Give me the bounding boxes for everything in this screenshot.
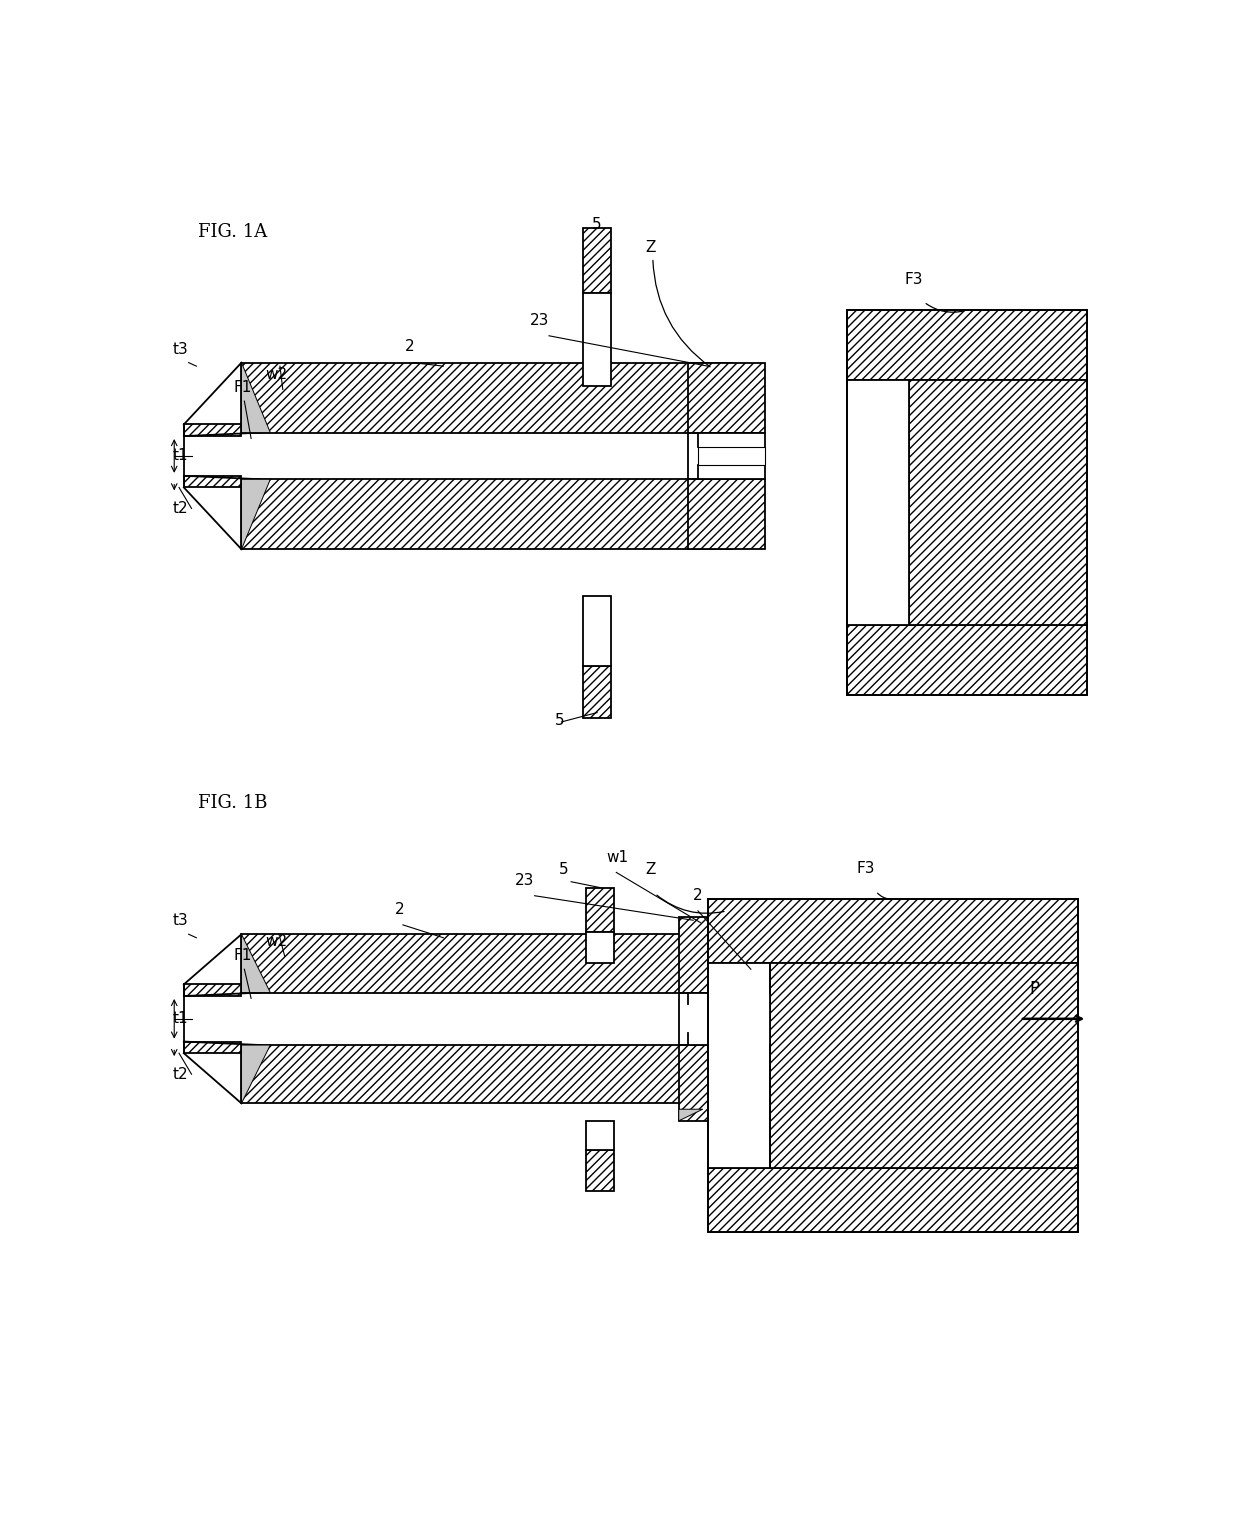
Polygon shape (242, 1045, 270, 1103)
Bar (184, 1041, 242, 1053)
Bar (242, 1045, 708, 1103)
Text: t2: t2 (172, 1067, 188, 1082)
Polygon shape (678, 1109, 703, 1121)
Text: w1: w1 (606, 850, 629, 865)
FancyArrowPatch shape (878, 894, 890, 898)
Text: Z: Z (645, 862, 656, 877)
Text: w2: w2 (265, 935, 288, 950)
Bar (585, 888, 614, 932)
Polygon shape (242, 479, 270, 550)
Bar (688, 433, 765, 479)
Text: 2: 2 (693, 888, 703, 903)
Text: F1: F1 (234, 380, 252, 395)
Text: t1: t1 (172, 1012, 188, 1026)
Bar (585, 1150, 614, 1191)
Bar (184, 476, 242, 488)
Bar (242, 479, 732, 550)
Bar (847, 380, 909, 626)
Bar (708, 1168, 1078, 1232)
Text: 5: 5 (554, 712, 564, 727)
Text: t1: t1 (172, 448, 188, 464)
Bar (242, 935, 708, 992)
Text: t2: t2 (172, 501, 188, 517)
Text: w2: w2 (265, 368, 288, 382)
Text: t3: t3 (172, 342, 188, 356)
FancyArrowPatch shape (657, 895, 724, 914)
Bar (688, 479, 765, 550)
Polygon shape (242, 362, 270, 433)
Bar (184, 424, 242, 436)
Bar (242, 362, 732, 433)
Bar (583, 595, 611, 667)
Text: 23: 23 (516, 873, 534, 888)
FancyArrowPatch shape (653, 261, 711, 367)
Bar (583, 292, 611, 386)
Text: F1: F1 (234, 948, 252, 964)
Bar (847, 626, 1087, 695)
Text: 5: 5 (593, 217, 601, 232)
Bar (708, 900, 1078, 964)
Bar (585, 1121, 614, 1150)
Text: 23: 23 (529, 312, 549, 327)
Bar (583, 229, 611, 292)
Text: t3: t3 (172, 914, 188, 929)
Text: 5: 5 (558, 862, 568, 877)
Text: 2: 2 (404, 339, 414, 355)
Bar (770, 964, 1078, 1168)
Text: F3: F3 (905, 271, 924, 286)
Bar (678, 1045, 722, 1121)
Text: FIG. 1A: FIG. 1A (198, 223, 268, 241)
Text: FIG. 1B: FIG. 1B (198, 794, 268, 812)
Bar (184, 985, 242, 995)
Bar (909, 380, 1087, 626)
Bar (847, 311, 1087, 695)
Bar (708, 964, 770, 1168)
Text: Z: Z (645, 239, 656, 255)
Bar (698, 447, 765, 465)
Bar (678, 917, 722, 992)
Bar (688, 362, 765, 433)
Text: 2: 2 (396, 901, 405, 917)
Bar (678, 992, 722, 1045)
FancyArrowPatch shape (926, 303, 965, 312)
Text: P: P (1029, 980, 1039, 998)
Polygon shape (242, 935, 270, 992)
Bar (708, 900, 1078, 1232)
Bar (585, 932, 614, 964)
Bar (583, 667, 611, 718)
Text: F3: F3 (857, 861, 875, 876)
Bar (847, 311, 1087, 380)
